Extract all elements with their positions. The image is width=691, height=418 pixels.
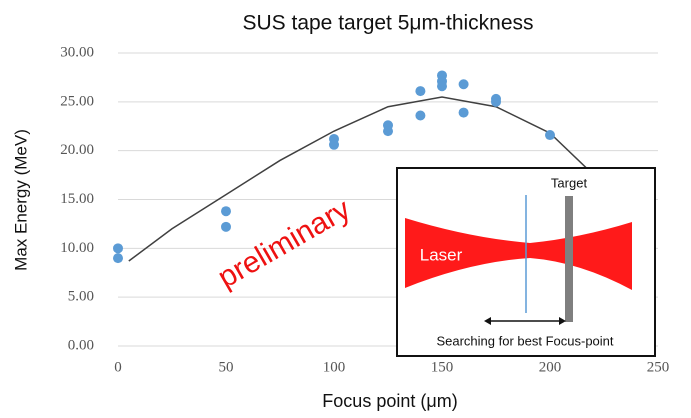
y-tick-label: 10.00 <box>60 240 94 256</box>
data-point <box>113 243 123 254</box>
data-point <box>221 221 231 232</box>
data-point <box>458 107 469 118</box>
data-point <box>113 253 123 264</box>
data-point <box>221 206 231 217</box>
x-tick-label: 100 <box>323 359 346 375</box>
data-point <box>458 79 469 90</box>
data-point <box>329 139 339 150</box>
inset-caption: Searching for best Focus-point <box>436 333 613 348</box>
y-tick-label: 5.00 <box>68 289 94 305</box>
plot-area: 0.00 5.00 10.00 15.00 20.00 25.00 30.00 0 50 100 1… <box>60 44 669 375</box>
y-tick-label: 20.00 <box>60 142 94 158</box>
target-label: Target <box>551 175 588 190</box>
target-bar <box>565 196 573 322</box>
y-tick-label: 25.00 <box>60 93 94 109</box>
laser-beam <box>405 218 632 290</box>
data-point <box>415 86 426 97</box>
data-point <box>491 96 501 107</box>
chart-title: SUS tape target 5μm-thickness <box>242 12 533 35</box>
x-axis-label: Focus point (μm) <box>322 391 457 411</box>
y-tick-label: 30.00 <box>60 44 94 60</box>
x-tick-label: 50 <box>219 359 234 375</box>
laser-label: Laser <box>420 245 463 264</box>
data-point <box>383 126 393 137</box>
y-axis-label: Max Energy (MeV) <box>11 129 30 271</box>
data-point <box>437 81 447 92</box>
inset: Target Laser Searching for best Focus-po… <box>396 167 656 357</box>
y-tick-label: 15.00 <box>60 191 94 207</box>
x-tick-label: 250 <box>647 359 670 375</box>
x-tick-label: 0 <box>114 359 122 375</box>
x-tick-label: 150 <box>431 359 454 375</box>
data-point <box>545 130 555 141</box>
y-tick-label: 0.00 <box>68 337 94 353</box>
data-point <box>415 110 426 121</box>
fit-curve <box>128 96 605 262</box>
x-tick-label: 200 <box>539 359 562 375</box>
